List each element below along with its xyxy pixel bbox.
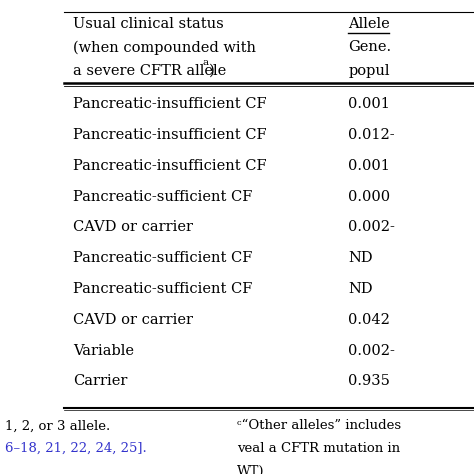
Text: popul: popul xyxy=(348,64,390,78)
Text: Pancreatic-insufficient CF: Pancreatic-insufficient CF xyxy=(73,159,267,173)
Text: CAVD or carrier: CAVD or carrier xyxy=(73,313,193,327)
Text: ND: ND xyxy=(348,251,373,265)
Text: 0.002-: 0.002- xyxy=(348,344,395,358)
Text: ): ) xyxy=(209,64,214,78)
Text: 0.001: 0.001 xyxy=(348,159,390,173)
Text: 0.042: 0.042 xyxy=(348,313,390,327)
Text: 0.001: 0.001 xyxy=(348,97,390,111)
Text: 0.000: 0.000 xyxy=(348,190,391,204)
Text: a: a xyxy=(202,58,209,67)
Text: Pancreatic-insufficient CF: Pancreatic-insufficient CF xyxy=(73,128,267,142)
Text: Carrier: Carrier xyxy=(73,374,128,389)
Text: Pancreatic-insufficient CF: Pancreatic-insufficient CF xyxy=(73,97,267,111)
Text: a severe CFTR allele: a severe CFTR allele xyxy=(73,64,227,78)
Text: 6–18, 21, 22, 24, 25].: 6–18, 21, 22, 24, 25]. xyxy=(5,442,146,455)
Text: Allele: Allele xyxy=(348,17,390,31)
Text: (when compounded with: (when compounded with xyxy=(73,40,256,55)
Text: 0.935: 0.935 xyxy=(348,374,390,389)
Text: ND: ND xyxy=(348,282,373,296)
Text: CAVD or carrier: CAVD or carrier xyxy=(73,220,193,235)
Text: Gene.: Gene. xyxy=(348,40,392,55)
Text: Pancreatic-sufficient CF: Pancreatic-sufficient CF xyxy=(73,190,253,204)
Text: 0.012-: 0.012- xyxy=(348,128,395,142)
Text: Pancreatic-sufficient CF: Pancreatic-sufficient CF xyxy=(73,282,253,296)
Text: Usual clinical status: Usual clinical status xyxy=(73,17,224,31)
Text: WT): WT) xyxy=(237,465,264,474)
Text: ᶜ“Other alleles” includes: ᶜ“Other alleles” includes xyxy=(237,419,401,432)
Text: 1, 2, or 3 allele.: 1, 2, or 3 allele. xyxy=(5,419,110,432)
Text: veal a CFTR mutation in: veal a CFTR mutation in xyxy=(237,442,400,455)
Text: Pancreatic-sufficient CF: Pancreatic-sufficient CF xyxy=(73,251,253,265)
Text: Variable: Variable xyxy=(73,344,135,358)
Text: 0.002-: 0.002- xyxy=(348,220,395,235)
